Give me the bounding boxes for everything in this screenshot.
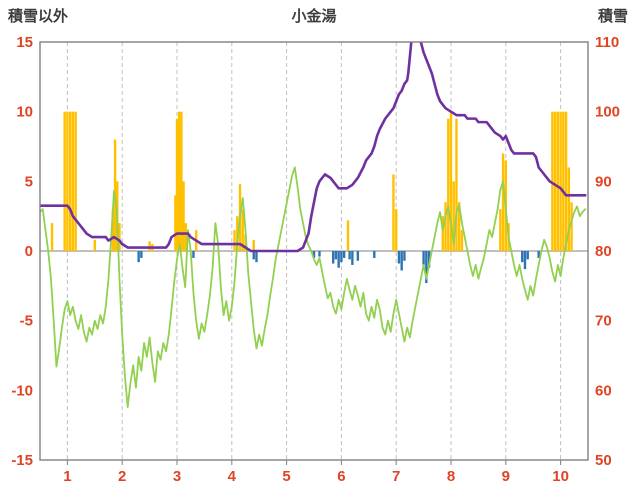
right-axis-tick-label: 60 xyxy=(595,382,612,399)
plot-frame xyxy=(39,41,589,461)
right-axis-tick-label: 70 xyxy=(595,313,612,330)
right-axis-tick-label: 90 xyxy=(595,173,612,190)
x-axis-tick-label: 10 xyxy=(552,468,569,485)
x-axis-tick-label: 5 xyxy=(282,468,290,485)
negative-bars-series xyxy=(137,251,540,284)
x-axis-ticks xyxy=(66,460,562,465)
x-axis-tick-label: 3 xyxy=(173,468,181,485)
x-axis-tick-label: 8 xyxy=(447,468,455,485)
left-axis-tick-label: 15 xyxy=(16,34,33,51)
right-axis-title: 積雪 xyxy=(597,7,628,25)
x-axis-tick-label: 4 xyxy=(228,468,237,485)
right-axis-tick-label: 50 xyxy=(595,452,612,469)
right-axis-tick-label: 110 xyxy=(595,34,619,51)
positive-bars-series xyxy=(50,111,573,251)
right-axis-tick-label: 100 xyxy=(595,104,620,121)
left-axis-tick-label: -15 xyxy=(11,452,33,469)
green-line-series xyxy=(40,166,587,408)
left-axis-tick-label: -10 xyxy=(11,382,33,399)
left-axis-tick-label: 0 xyxy=(25,243,33,260)
purple-line-series xyxy=(40,42,587,253)
left-axis-tick-label: -5 xyxy=(20,313,33,330)
x-axis-tick-label: 7 xyxy=(392,468,400,485)
left-axis-title: 積雪以外 xyxy=(7,7,68,25)
x-axis-tick-label: 9 xyxy=(502,468,510,485)
x-axis-tick-label: 1 xyxy=(63,468,71,485)
left-axis-tick-label: 5 xyxy=(25,173,33,190)
chart-title: 小金湯 xyxy=(291,7,336,25)
left-axis-tick-label: 10 xyxy=(16,104,33,121)
x-axis-tick-label: 2 xyxy=(118,468,126,485)
right-axis-tick-label: 80 xyxy=(595,243,612,260)
x-axis-tick-label: 6 xyxy=(337,468,345,485)
